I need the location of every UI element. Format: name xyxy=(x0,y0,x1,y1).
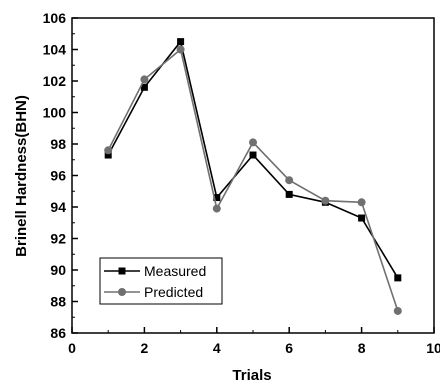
y-tick-label: 102 xyxy=(43,73,67,89)
series-layer xyxy=(104,38,402,315)
data-point xyxy=(321,196,330,205)
legend-marker xyxy=(118,288,126,296)
data-point xyxy=(285,176,294,185)
y-tick-label: 90 xyxy=(50,262,66,278)
data-point xyxy=(176,45,185,54)
x-axis-title: Trials xyxy=(232,367,271,384)
legend: Measured Predicted xyxy=(99,257,223,305)
y-tick-label: 88 xyxy=(50,294,66,310)
y-tick-label: 98 xyxy=(50,136,66,152)
data-point xyxy=(104,146,113,155)
data-point xyxy=(357,198,366,207)
legend-marker xyxy=(118,267,126,275)
data-point xyxy=(140,75,149,84)
y-tick-label: 106 xyxy=(43,10,67,26)
x-axis: 0 2 4 6 8 10 xyxy=(68,327,440,356)
legend-item: Predicted xyxy=(104,284,203,300)
legend-label: Predicted xyxy=(144,284,203,300)
data-point xyxy=(140,83,148,91)
x-tick-label: 6 xyxy=(285,340,293,356)
x-tick-label: 10 xyxy=(426,340,440,356)
y-tick-label: 100 xyxy=(43,105,67,121)
data-point xyxy=(394,274,402,282)
legend-label: Measured xyxy=(144,263,206,279)
series-predicted xyxy=(104,45,402,315)
y-axis: 86 88 90 92 94 96 98 100 102 104 106 xyxy=(43,10,78,341)
data-point xyxy=(213,194,221,202)
x-tick-label: 4 xyxy=(213,340,221,356)
legend-item: Measured xyxy=(104,263,206,279)
y-tick-label: 96 xyxy=(50,168,66,184)
y-axis-title: Brinell Hardness(BHN) xyxy=(13,95,30,257)
x-tick-label: 8 xyxy=(358,340,366,356)
x-tick-label: 0 xyxy=(68,340,76,356)
data-point xyxy=(212,204,221,213)
y-tick-label: 92 xyxy=(50,231,66,247)
data-point xyxy=(249,138,257,147)
y-tick-label: 104 xyxy=(43,42,67,58)
data-point xyxy=(177,38,185,46)
data-point xyxy=(249,151,257,159)
x-tick-label: 2 xyxy=(141,340,149,356)
data-point xyxy=(285,190,293,198)
y-tick-label: 94 xyxy=(50,199,66,215)
data-point xyxy=(393,306,402,315)
legend-box xyxy=(99,257,223,305)
series-line xyxy=(107,39,399,279)
data-point xyxy=(358,214,366,222)
y-tick-label: 86 xyxy=(50,325,66,341)
data-point xyxy=(104,151,112,159)
